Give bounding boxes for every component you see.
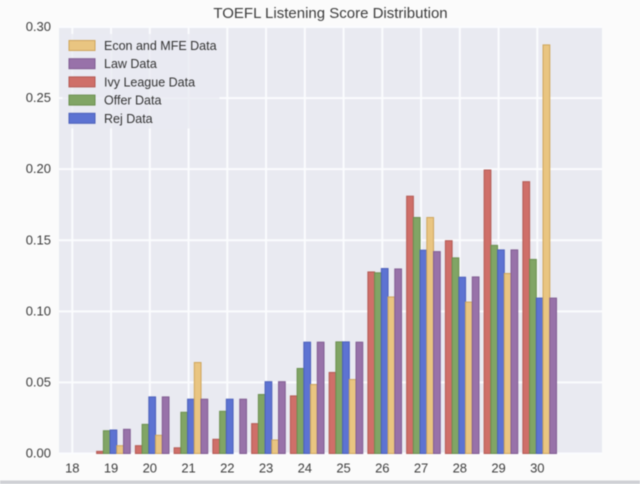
svg-text:0.00: 0.00: [26, 446, 51, 461]
svg-text:0.20: 0.20: [26, 161, 51, 176]
svg-text:0.10: 0.10: [26, 303, 51, 318]
svg-text:20: 20: [143, 461, 157, 476]
svg-text:26: 26: [375, 461, 389, 476]
svg-text:27: 27: [414, 461, 428, 476]
svg-text:28: 28: [453, 461, 467, 476]
svg-text:Econ and MFE Data: Econ and MFE Data: [104, 39, 217, 53]
svg-text:0.05: 0.05: [26, 374, 51, 389]
svg-text:Law Data: Law Data: [104, 57, 157, 71]
svg-text:22: 22: [220, 461, 234, 476]
svg-text:21: 21: [181, 461, 195, 476]
svg-text:0.25: 0.25: [26, 90, 51, 105]
svg-text:Offer Data: Offer Data: [104, 94, 161, 108]
svg-text:Rej Data: Rej Data: [104, 112, 153, 126]
svg-text:23: 23: [259, 461, 273, 476]
svg-text:24: 24: [298, 461, 312, 476]
svg-text:TOEFL Listening Score Distribu: TOEFL Listening Score Distribution: [213, 5, 447, 22]
svg-text:18: 18: [65, 461, 79, 476]
svg-text:29: 29: [491, 461, 505, 476]
svg-text:0.30: 0.30: [26, 19, 51, 34]
svg-text:0.15: 0.15: [26, 232, 51, 247]
svg-text:Ivy League Data: Ivy League Data: [104, 75, 195, 89]
svg-text:19: 19: [104, 461, 118, 476]
svg-text:30: 30: [530, 461, 544, 476]
svg-text:25: 25: [336, 461, 350, 476]
